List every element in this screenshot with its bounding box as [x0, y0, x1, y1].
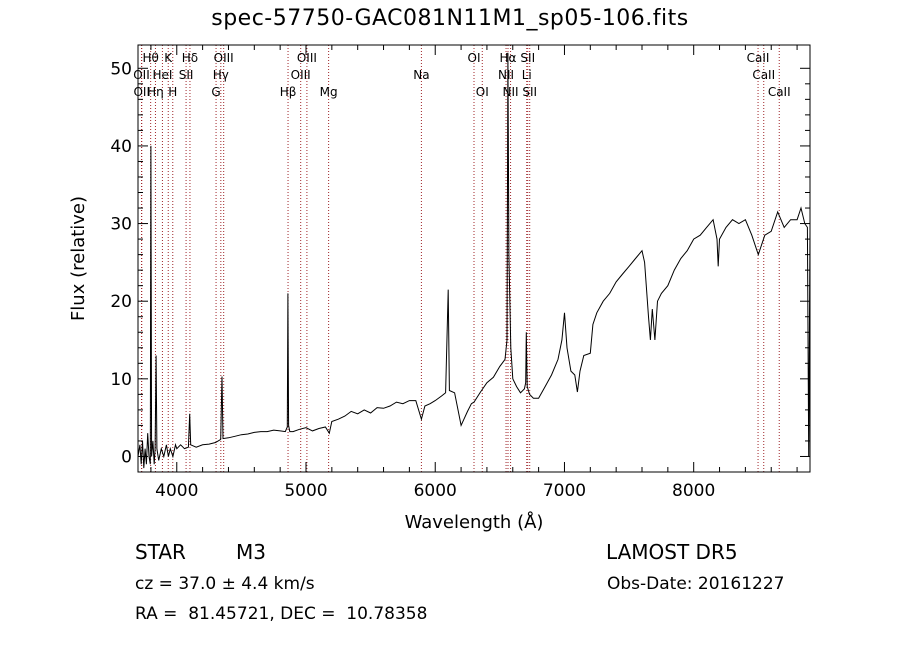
y-tick-label: 30: [110, 215, 132, 235]
spectrum-series: [137, 52, 811, 469]
line-marker-label: Hγ: [213, 68, 229, 82]
line-marker-label: OI: [468, 51, 481, 65]
line-marker-label: CaII: [768, 85, 791, 99]
line-marker-label: Na: [413, 68, 429, 82]
y-tick-label: 50: [110, 59, 132, 79]
x-tick-label: 4000: [155, 481, 198, 501]
x-tick-label: 7000: [543, 481, 586, 501]
y-axis-label: Flux (relative): [68, 196, 89, 321]
line-marker-label: OII: [133, 68, 150, 82]
line-marker-label: CaII: [752, 68, 775, 82]
line-marker-label: Hη: [147, 85, 164, 99]
obs-date: Obs-Date: 20161227: [607, 574, 785, 594]
line-marker-label: Li: [522, 68, 532, 82]
line-marker-label: G: [211, 85, 220, 99]
line-marker-label: K: [164, 51, 173, 65]
y-tick-label: 20: [110, 292, 132, 312]
redshift-readout: cz = 37.0 ± 4.4 km/s: [135, 574, 315, 594]
survey-label: LAMOST DR5: [606, 540, 738, 564]
line-marker-label: SII: [520, 51, 535, 65]
plot-frame: [137, 44, 811, 473]
line-markers: [140, 45, 780, 472]
object-subclass: M3: [236, 540, 266, 564]
x-axis-label: Wavelength (Å): [405, 511, 544, 533]
line-marker-label: NII: [498, 68, 514, 82]
x-tick-label: 8000: [672, 481, 715, 501]
line-marker-label: SII: [179, 68, 194, 82]
line-marker-label: Mg: [320, 85, 338, 99]
line-marker-label: Hδ: [182, 51, 198, 65]
line-marker-label: H: [168, 85, 177, 99]
y-tick-label: 40: [110, 137, 132, 157]
line-marker-label: NII: [503, 85, 519, 99]
line-marker-label: Hβ: [280, 85, 297, 99]
line-marker-label: CaII: [747, 51, 770, 65]
line-marker-label: Hθ: [142, 51, 158, 65]
object-class: STAR: [135, 540, 186, 564]
line-marker-label: OIII: [291, 68, 311, 82]
y-tick-label: 0: [121, 447, 132, 467]
x-tick-label: 6000: [414, 481, 457, 501]
coordinates-readout: RA = 81.45721, DEC = 10.78358: [135, 604, 428, 624]
line-marker-label: SII: [522, 85, 537, 99]
line-marker-label: OI: [476, 85, 489, 99]
y-tick-label: 10: [110, 370, 132, 390]
line-marker-label: OIII: [214, 51, 234, 65]
line-marker-label: HeI: [152, 68, 172, 82]
line-marker-label: OIII: [297, 51, 317, 65]
x-tick-label: 5000: [284, 481, 327, 501]
x-axis-ticks: 4000 5000 6000 7000 8000: [150, 45, 798, 501]
chart-title: spec-57750-GAC081N11M1_sp05-106.fits: [211, 6, 689, 31]
y-axis-ticks: 0 10 20 30 40 50: [110, 59, 810, 467]
